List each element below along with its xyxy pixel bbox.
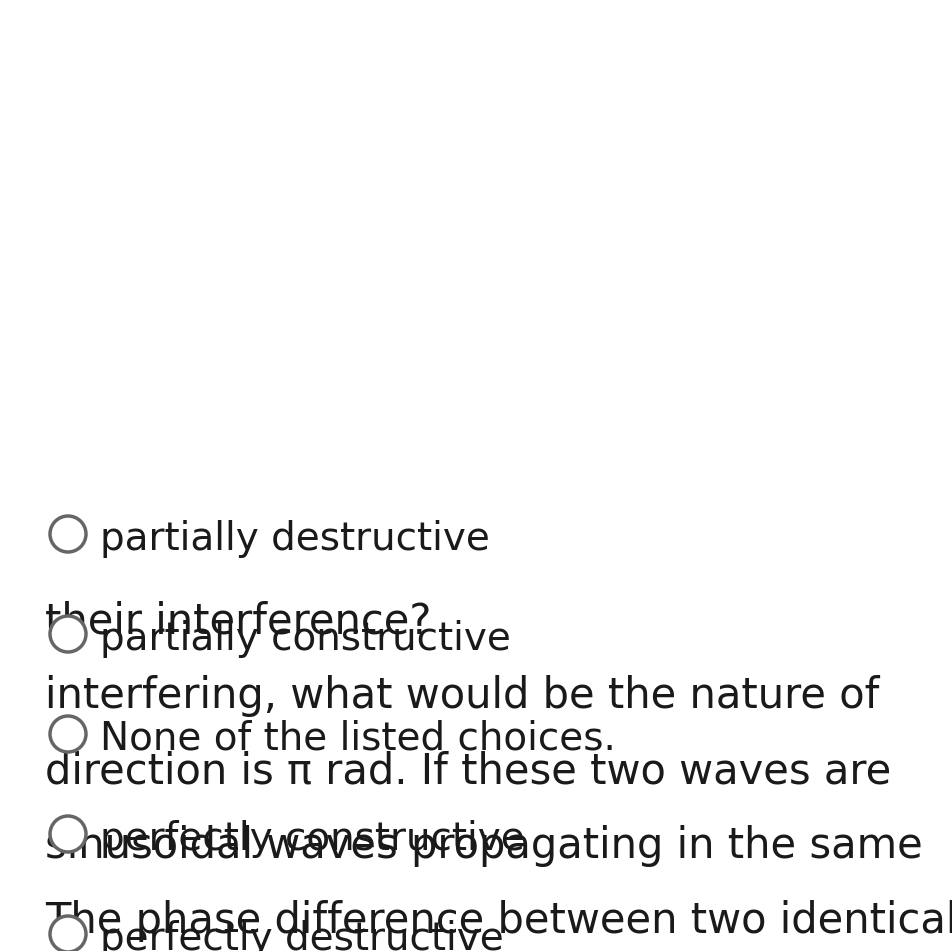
Text: interfering, what would be the nature of: interfering, what would be the nature of — [45, 675, 880, 717]
Text: sinusoidal waves propagating in the same: sinusoidal waves propagating in the same — [45, 825, 922, 867]
Circle shape — [50, 616, 86, 652]
Text: partially constructive: partially constructive — [100, 620, 511, 658]
Text: perfectly destructive: perfectly destructive — [100, 920, 504, 951]
Text: The phase difference between two identical: The phase difference between two identic… — [45, 900, 952, 942]
Circle shape — [50, 716, 86, 752]
Text: None of the listed choices.: None of the listed choices. — [100, 720, 616, 758]
Text: their interference?: their interference? — [45, 600, 431, 642]
Text: direction is π rad. If these two waves are: direction is π rad. If these two waves a… — [45, 750, 891, 792]
Circle shape — [50, 516, 86, 552]
Circle shape — [50, 916, 86, 951]
Text: perfectly constructive: perfectly constructive — [100, 820, 525, 858]
Text: partially destructive: partially destructive — [100, 520, 490, 558]
Circle shape — [50, 816, 86, 852]
